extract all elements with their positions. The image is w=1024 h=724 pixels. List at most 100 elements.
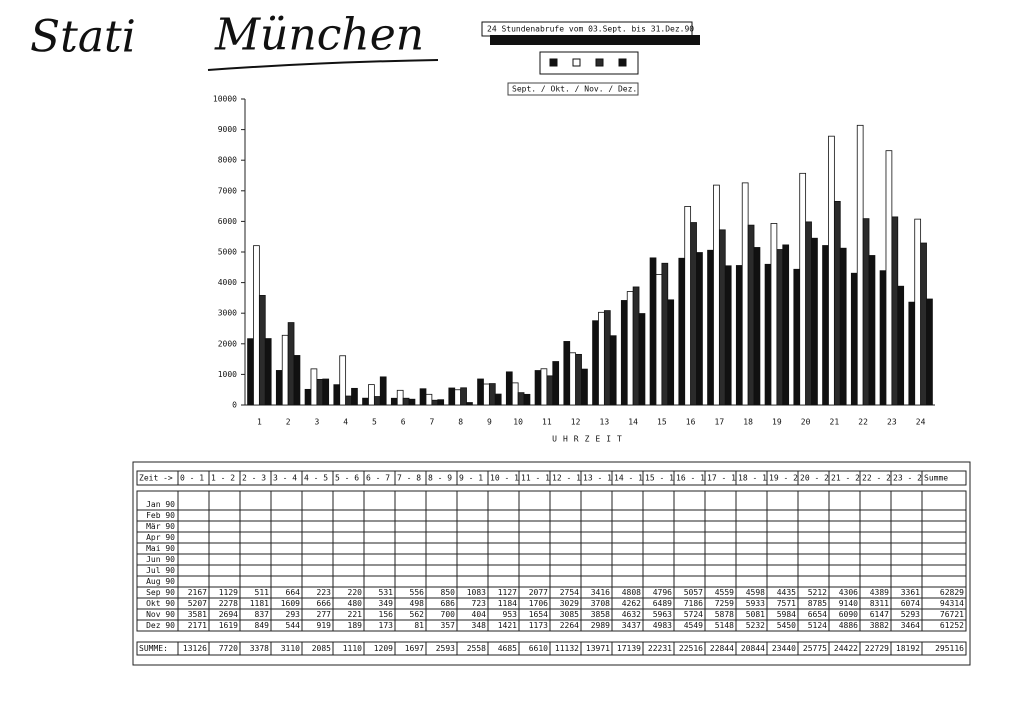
bar — [598, 311, 605, 406]
chart-title: 24 Stundenabrufe vom 03.Sept. bis 31.Dez… — [487, 25, 694, 34]
bar — [684, 206, 692, 406]
bar — [828, 135, 835, 406]
table-cell: 81 — [414, 621, 424, 630]
bar — [351, 387, 358, 406]
row-label: Mär 90 — [146, 522, 175, 531]
table-cell: 22516 — [679, 644, 703, 653]
bar — [247, 338, 254, 406]
table-frame — [132, 461, 971, 666]
bar — [448, 387, 456, 406]
table-cell: 221 — [348, 610, 363, 619]
table-cell: 2694 — [219, 610, 238, 619]
table-cell: 7720 — [219, 644, 238, 653]
bar — [379, 376, 387, 406]
bar — [833, 200, 841, 406]
x-tick-label: 7 — [429, 418, 434, 427]
table-cell: 2264 — [560, 621, 579, 630]
table-header: 14 - 1 — [614, 474, 643, 483]
table-cell: 349 — [379, 599, 394, 608]
bar — [626, 291, 634, 406]
underline — [207, 59, 439, 71]
bar — [713, 184, 720, 406]
bar — [333, 384, 341, 406]
table-cell: 22231 — [648, 644, 672, 653]
row-label: Jan 90 — [146, 500, 175, 509]
bar — [747, 224, 755, 406]
table-header: 6 - 7 — [366, 474, 390, 483]
table-cell: 25775 — [803, 644, 827, 653]
bar — [546, 375, 554, 406]
bar — [782, 244, 790, 406]
row-label: Sep 90 — [146, 588, 175, 597]
bar — [868, 255, 876, 406]
table-cell: 6489 — [653, 599, 672, 608]
table-cell: 2085 — [312, 644, 331, 653]
table-cell: 4389 — [870, 588, 889, 597]
table-cell: 4549 — [684, 621, 703, 630]
table-cell: 850 — [441, 588, 456, 597]
bar — [505, 371, 513, 406]
x-tick-label: 2 — [286, 418, 291, 427]
bar — [753, 247, 761, 406]
table-header: 12 - 1 — [552, 474, 581, 483]
table-cell: 3708 — [591, 599, 610, 608]
bar — [483, 383, 490, 406]
x-tick-label: 13 — [600, 418, 610, 427]
table-cell: 20844 — [741, 644, 765, 653]
table-cell: 1706 — [529, 599, 548, 608]
table-cell: 1129 — [219, 588, 238, 597]
x-tick-label: 10 — [513, 418, 523, 427]
x-tick-label: 4 — [343, 418, 348, 427]
table-cell: 8785 — [808, 599, 827, 608]
handwriting: Stati — [30, 12, 136, 63]
x-tick-label: 24 — [916, 418, 926, 427]
bar — [540, 368, 548, 406]
x-tick-label: 21 — [830, 418, 840, 427]
table-cell: 4983 — [653, 621, 672, 630]
table-header: 10 - 1 — [490, 474, 519, 483]
row-label: Aug 90 — [146, 577, 175, 586]
table-header: 17 - 1 — [707, 474, 736, 483]
table-cell: 1609 — [281, 599, 300, 608]
table-cell: 5933 — [746, 599, 765, 608]
table-cell: 700 — [441, 610, 456, 619]
table-cell: 4632 — [622, 610, 641, 619]
bar — [707, 249, 714, 406]
table-cell: 6074 — [901, 599, 920, 608]
table-header: 15 - 1 — [645, 474, 674, 483]
table-cell: 849 — [255, 621, 270, 630]
table-cell: 5963 — [653, 610, 672, 619]
y-tick-label: 9000 — [218, 125, 237, 134]
bar — [408, 398, 416, 406]
x-tick-label: 5 — [372, 418, 377, 427]
table-cell: 5293 — [901, 610, 920, 619]
x-tick-label: 9 — [487, 418, 492, 427]
bar — [850, 272, 858, 406]
table-cell: 295116 — [935, 644, 964, 653]
table-cell: 13971 — [586, 644, 610, 653]
bar — [839, 247, 847, 406]
bar — [592, 320, 599, 406]
bar — [799, 172, 807, 406]
bar — [552, 361, 560, 406]
bar — [466, 402, 473, 406]
bar — [879, 270, 887, 406]
bar — [437, 399, 445, 406]
table-header: Summe — [924, 474, 948, 483]
table-cell: 5724 — [684, 610, 703, 619]
y-tick-label: 2000 — [218, 339, 237, 348]
table-cell: 480 — [348, 599, 363, 608]
x-tick-label: 18 — [743, 418, 753, 427]
table-cell: 348 — [472, 621, 487, 630]
table-cell: 4435 — [777, 588, 796, 597]
table-cell: 3437 — [622, 621, 641, 630]
table-cell: 2558 — [467, 644, 486, 653]
table-cell: 5081 — [746, 610, 765, 619]
table-cell: 61252 — [940, 621, 964, 630]
table-cell: 404 — [472, 610, 487, 619]
table-header: 11 - 1 — [521, 474, 550, 483]
table-header: 21 - 2 — [831, 474, 860, 483]
row-label: Okt 90 — [146, 599, 175, 608]
y-tick-label: 3000 — [218, 309, 237, 318]
